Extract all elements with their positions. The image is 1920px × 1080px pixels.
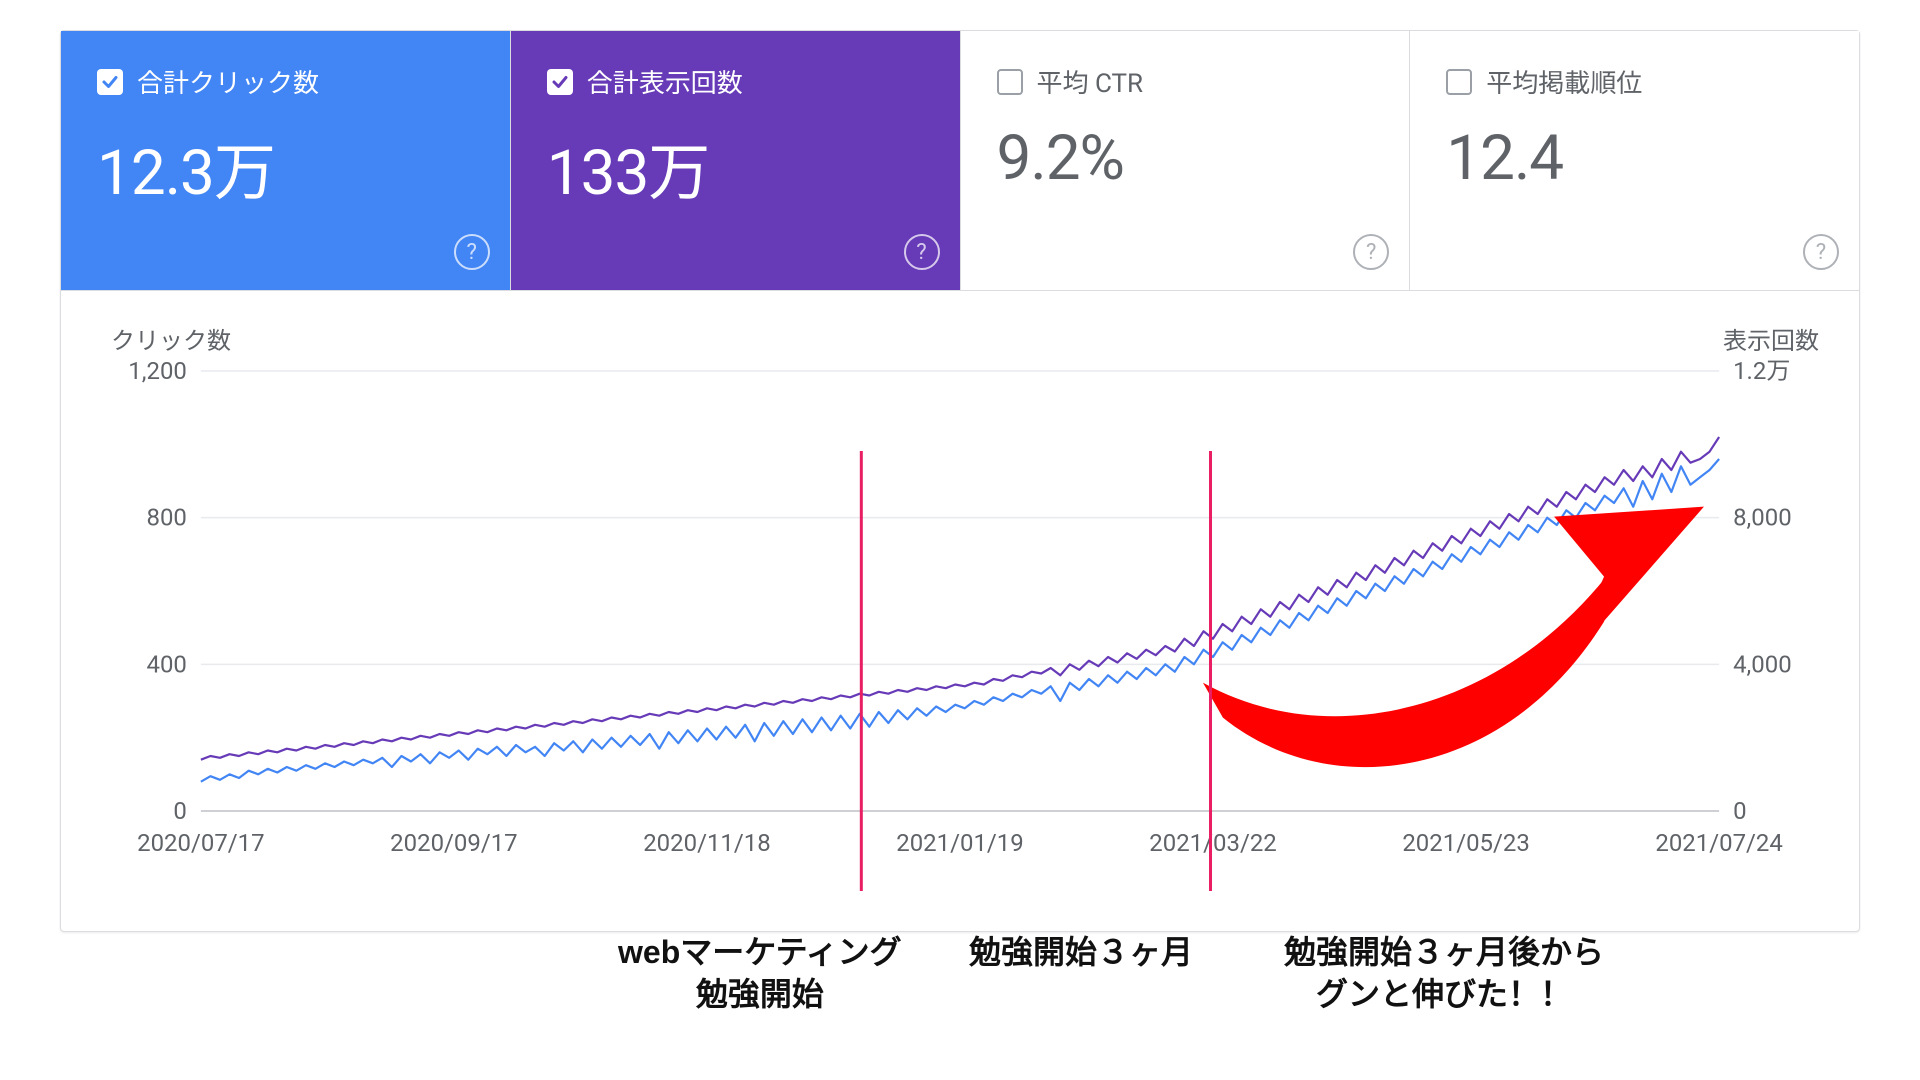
help-icon[interactable]: ? bbox=[1803, 234, 1839, 270]
svg-text:0: 0 bbox=[173, 797, 186, 825]
checkbox-unchecked-icon[interactable] bbox=[1446, 69, 1472, 95]
svg-text:0: 0 bbox=[1733, 797, 1746, 825]
metric-header: 平均掲載順位 bbox=[1446, 63, 1823, 100]
right-axis-title: 表示回数 bbox=[1723, 321, 1819, 356]
svg-text:800: 800 bbox=[147, 504, 187, 532]
help-icon[interactable]: ? bbox=[454, 234, 490, 270]
metric-label: 合計クリック数 bbox=[137, 63, 319, 100]
metric-cards-row: 合計クリック数12.3万?合計表示回数133万?平均 CTR9.2%?平均掲載順… bbox=[61, 31, 1859, 291]
annotation-text: 勉強開始３ヶ月 bbox=[969, 932, 1193, 974]
svg-text:2021/03/22: 2021/03/22 bbox=[1149, 829, 1276, 857]
svg-text:1.2万: 1.2万 bbox=[1733, 357, 1790, 385]
annotations-row: webマーケティング勉強開始 勉強開始３ヶ月 勉強開始３ヶ月後からグンと伸びた！！ bbox=[60, 932, 1860, 1052]
search-console-panel: 合計クリック数12.3万?合計表示回数133万?平均 CTR9.2%?平均掲載順… bbox=[60, 30, 1860, 932]
metric-value: 12.3万 bbox=[97, 122, 474, 212]
metric-header: 平均 CTR bbox=[997, 63, 1374, 100]
annotation-text: webマーケティング勉強開始 bbox=[618, 932, 902, 1015]
metric-label: 平均掲載順位 bbox=[1486, 63, 1642, 100]
svg-text:2020/07/17: 2020/07/17 bbox=[137, 829, 264, 857]
metric-card-3[interactable]: 平均掲載順位 12.4? bbox=[1410, 31, 1859, 290]
annotation-text: 勉強開始３ヶ月後からグンと伸びた！！ bbox=[1284, 932, 1604, 1015]
checkbox-unchecked-icon[interactable] bbox=[997, 69, 1023, 95]
chart-area: クリック数 表示回数 0 400 800 1,200 0 4,000 8,000 1.2万 20… bbox=[61, 291, 1859, 931]
checkbox-checked-icon[interactable] bbox=[97, 69, 123, 95]
metric-card-2[interactable]: 平均 CTR 9.2%? bbox=[961, 31, 1411, 290]
left-axis-title: クリック数 bbox=[111, 321, 231, 356]
svg-text:1,200: 1,200 bbox=[128, 357, 187, 385]
metric-value: 12.4 bbox=[1446, 122, 1823, 195]
performance-chart: 0 400 800 1,200 0 4,000 8,000 1.2万 2020/07/17 202… bbox=[101, 331, 1819, 891]
metric-header: 合計クリック数 bbox=[97, 63, 474, 100]
svg-text:2020/11/18: 2020/11/18 bbox=[643, 829, 770, 857]
svg-text:2020/09/17: 2020/09/17 bbox=[390, 829, 517, 857]
help-icon[interactable]: ? bbox=[1353, 234, 1389, 270]
metric-value: 133万 bbox=[547, 122, 924, 212]
checkbox-checked-icon[interactable] bbox=[547, 69, 573, 95]
metric-label: 合計表示回数 bbox=[587, 63, 743, 100]
svg-text:400: 400 bbox=[147, 650, 187, 678]
metric-card-1[interactable]: 合計表示回数 133万? bbox=[511, 31, 961, 290]
svg-text:8,000: 8,000 bbox=[1733, 504, 1792, 532]
trend-arrow-icon bbox=[1203, 567, 1614, 767]
svg-text:2021/01/19: 2021/01/19 bbox=[896, 829, 1023, 857]
metric-header: 合計表示回数 bbox=[547, 63, 924, 100]
svg-text:2021/05/23: 2021/05/23 bbox=[1402, 829, 1529, 857]
metric-value: 9.2% bbox=[997, 122, 1374, 195]
metric-label: 平均 CTR bbox=[1037, 63, 1144, 100]
metric-card-0[interactable]: 合計クリック数 12.3万? bbox=[61, 31, 511, 290]
svg-text:4,000: 4,000 bbox=[1733, 650, 1792, 678]
svg-text:2021/07/24: 2021/07/24 bbox=[1655, 829, 1782, 857]
help-icon[interactable]: ? bbox=[904, 234, 940, 270]
